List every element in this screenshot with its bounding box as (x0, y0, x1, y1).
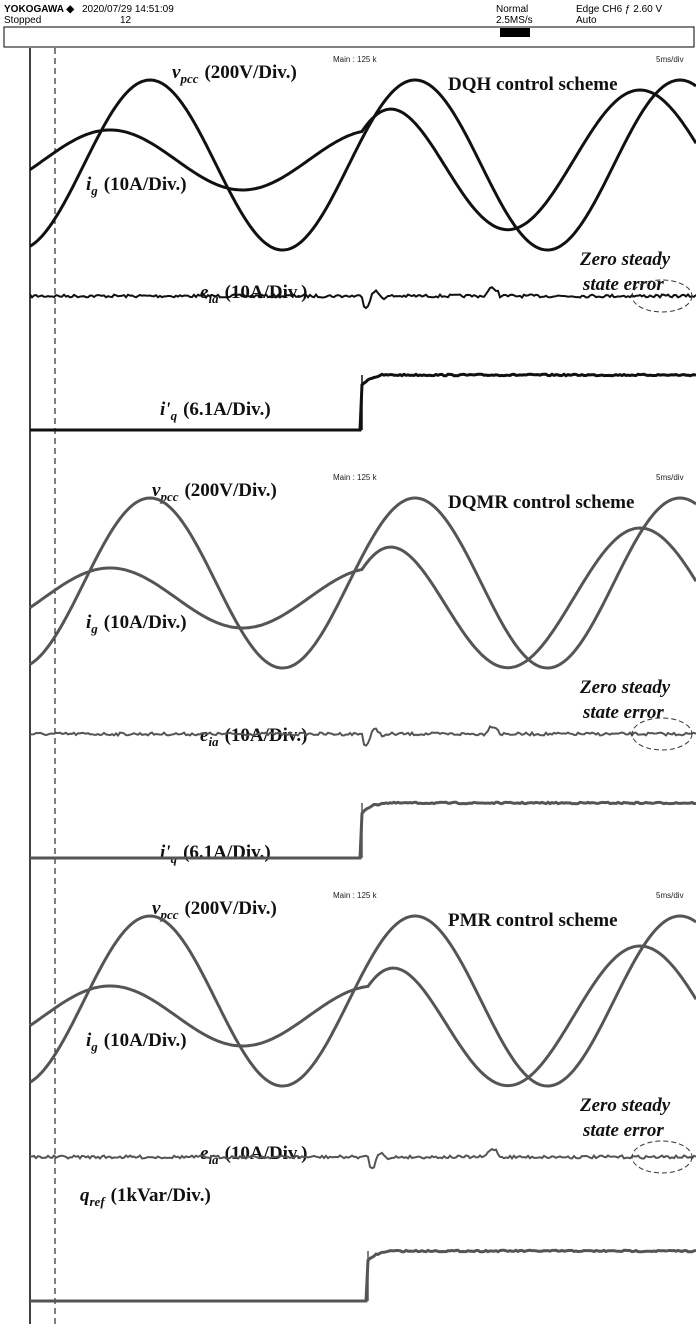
timebase-label: 5ms/div (656, 55, 684, 64)
vpcc-label-scale: (200V/Div.) (184, 480, 276, 501)
trigger-mode: Auto (576, 15, 597, 26)
ig-label-scale: (10A/Div.) (104, 612, 187, 633)
ig-label-scale: (10A/Div.) (104, 1030, 187, 1051)
channel-bar-fill (500, 28, 530, 37)
ref-label-scale: (6.1A/Div.) (183, 842, 271, 863)
zoom-label: Main : 125 k (333, 891, 378, 900)
status: Stopped (4, 15, 41, 26)
note-line-1: Zero steady (579, 677, 671, 698)
note-line-2: state error (582, 1120, 664, 1141)
note-line-2: state error (582, 702, 664, 723)
datetime: 2020/07/29 14:51:09 (82, 4, 174, 15)
oscilloscope-screenshot: YOKOGAWA ◆ 2020/07/29 14:51:09 Stopped 1… (0, 0, 696, 1324)
ref-label-scale: (6.1A/Div.) (183, 399, 271, 420)
timebase-label: 5ms/div (656, 891, 684, 900)
ig-label-sub: g (90, 183, 98, 198)
ig-label-sub: g (90, 621, 98, 636)
timebase-label: 5ms/div (656, 473, 684, 482)
trigger: Edge CH6 ƒ 2.60 V (576, 4, 662, 15)
eia-label-sub: ia (208, 1152, 219, 1167)
zoom-label: Main : 125 k (333, 473, 378, 482)
eia-label-scale: (10A/Div.) (225, 282, 308, 303)
ref-label-scale: (1kVar/Div.) (111, 1185, 211, 1206)
scheme-label: DQMR control scheme (448, 492, 634, 513)
ref-label-sub: ref (90, 1194, 107, 1209)
scheme-label: DQH control scheme (448, 74, 618, 95)
scheme-label: PMR control scheme (448, 910, 618, 931)
ig-label-sub: g (90, 1039, 98, 1054)
ref-label-symbol: i' (160, 842, 171, 863)
ref-label-symbol: q (80, 1185, 90, 1206)
note-line-1: Zero steady (579, 1095, 671, 1116)
brand: YOKOGAWA ◆ (4, 4, 74, 15)
ig-label-scale: (10A/Div.) (104, 174, 187, 195)
eia-label-scale: (10A/Div.) (225, 1143, 308, 1164)
rate: 2.5MS/s (496, 15, 533, 26)
zoom-label: Main : 125 k (333, 55, 378, 64)
vpcc-label-scale: (200V/Div.) (204, 62, 296, 83)
eia-label-sub: ia (208, 291, 219, 306)
note-line-2: state error (582, 274, 664, 295)
ref-label-symbol: i' (160, 399, 171, 420)
eia-label-sub: ia (208, 734, 219, 749)
record: 12 (120, 15, 132, 26)
ref-label-sub: q (171, 408, 178, 423)
mode: Normal (496, 4, 528, 15)
note-line-1: Zero steady (579, 249, 671, 270)
vpcc-label-scale: (200V/Div.) (184, 898, 276, 919)
vpcc-label-sub: pcc (179, 71, 198, 86)
